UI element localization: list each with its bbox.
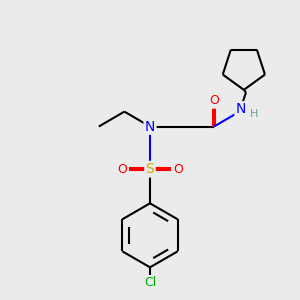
Text: N: N	[145, 119, 155, 134]
Text: O: O	[209, 94, 219, 107]
Text: O: O	[173, 163, 183, 176]
Text: H: H	[250, 109, 259, 119]
Text: S: S	[146, 162, 154, 176]
Text: O: O	[117, 163, 127, 176]
Text: Cl: Cl	[144, 276, 156, 289]
Text: N: N	[236, 103, 246, 116]
